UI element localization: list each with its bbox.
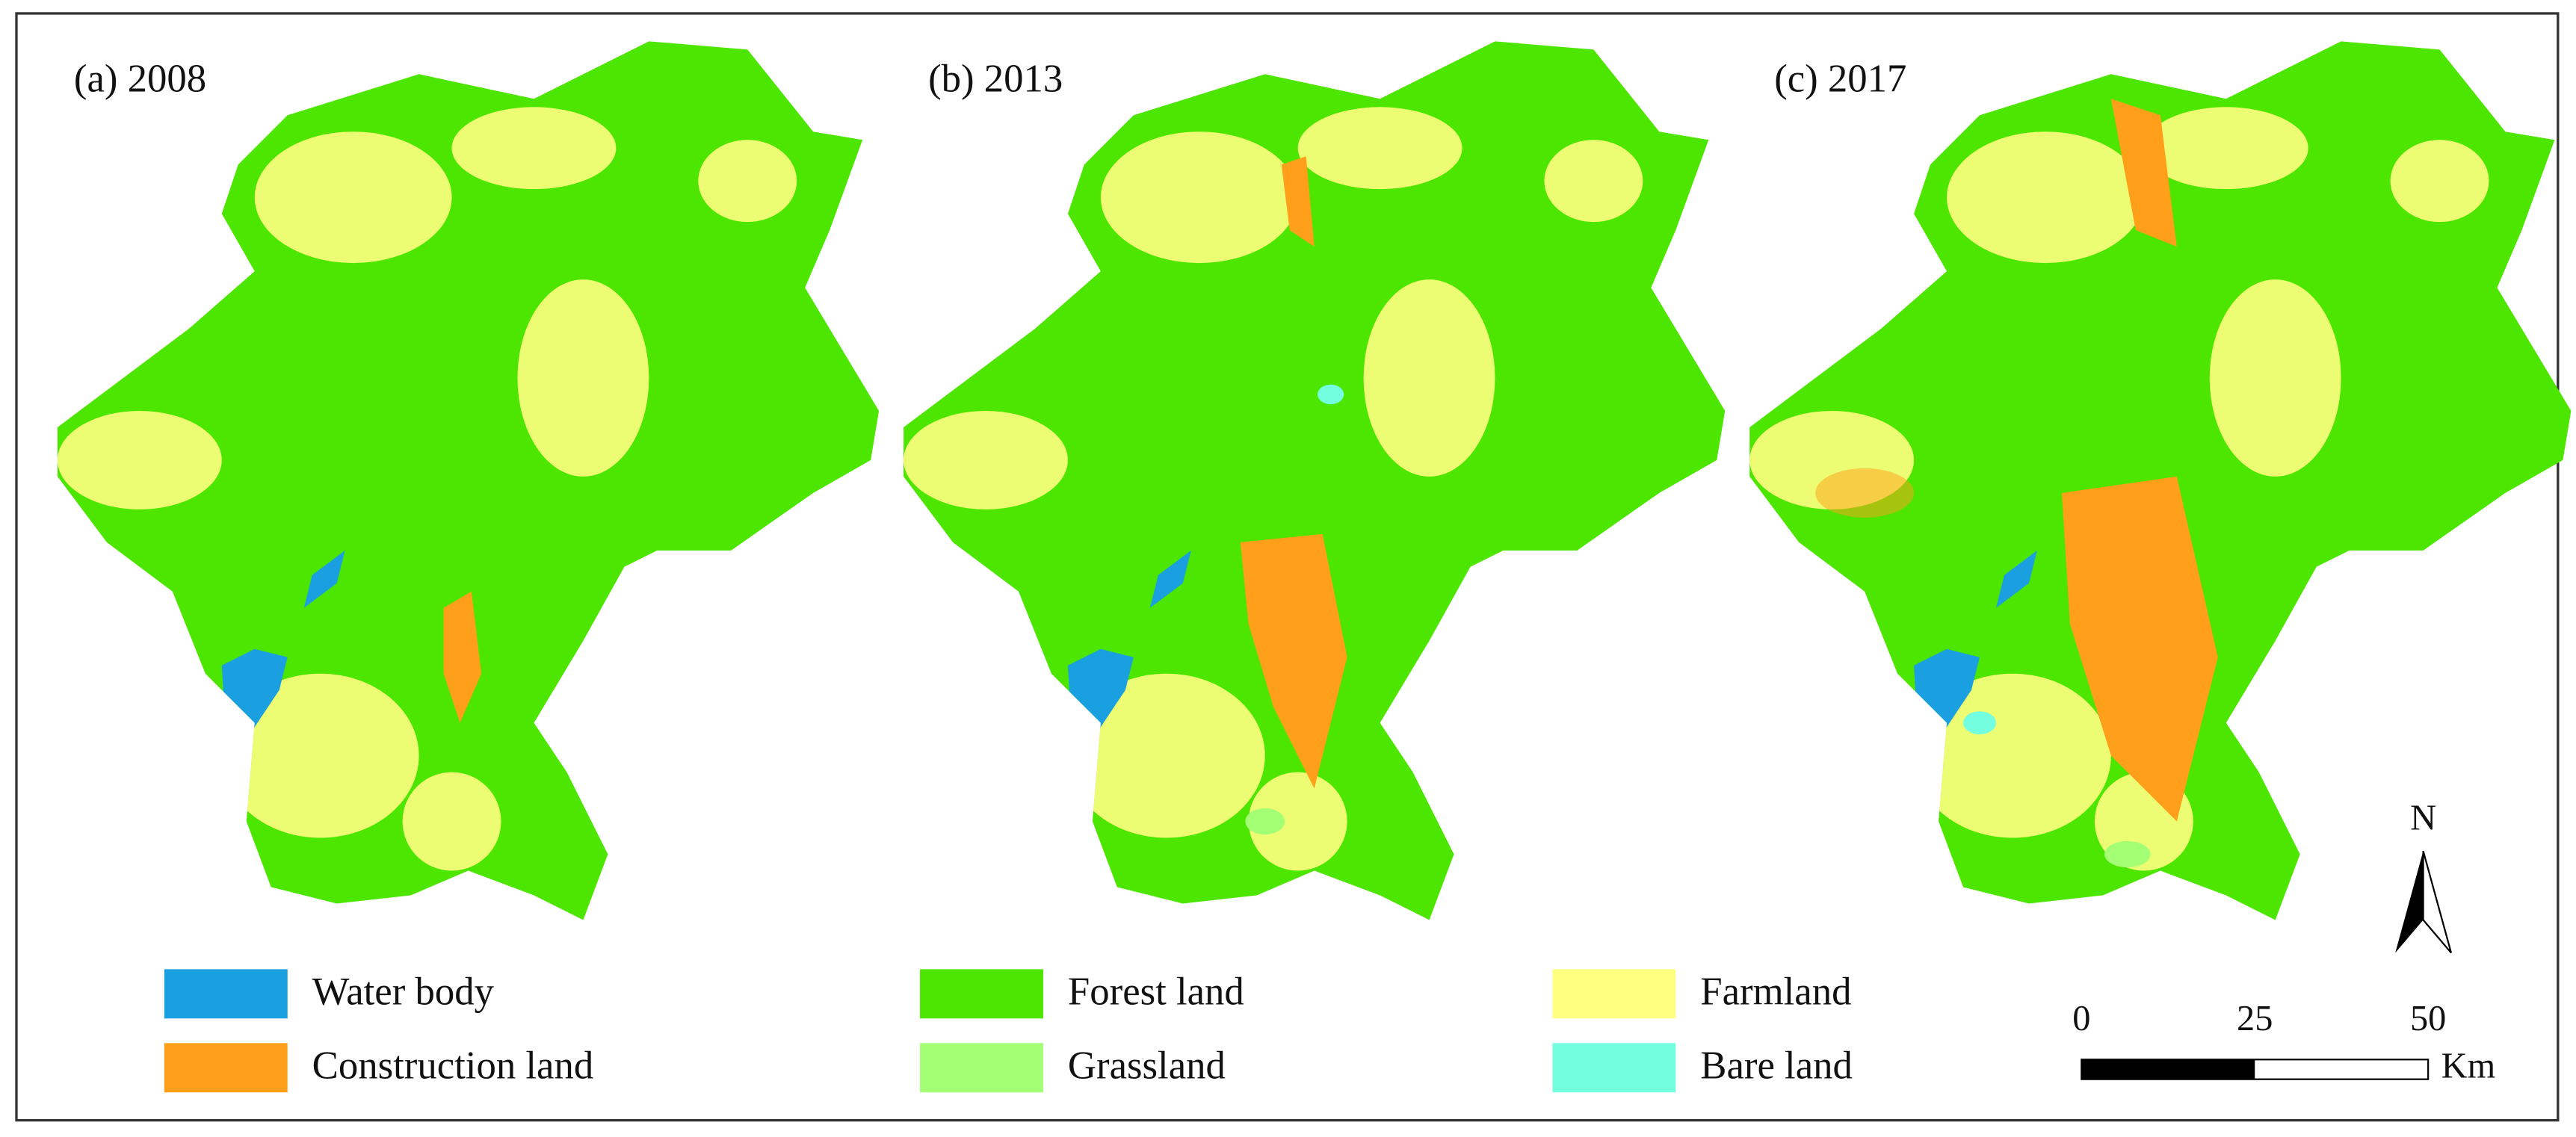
legend-swatch: [920, 1043, 1043, 1093]
scale-bar: 0 25 50 Km: [2072, 999, 2495, 1086]
arrow-right: [2422, 850, 2452, 954]
legend-label: Construction land: [312, 1044, 594, 1088]
panel-label: (b) 2013: [928, 57, 1063, 100]
legend-swatch: [1552, 969, 1676, 1019]
legend-label: Forest land: [1068, 970, 1244, 1014]
scale-unit: Km: [2441, 1047, 2496, 1086]
arrow-left: [2395, 851, 2424, 953]
panel-label: (c) 2017: [1774, 57, 1906, 100]
legend-swatch: [164, 1043, 288, 1093]
legend-label: Bare land: [1700, 1044, 1853, 1088]
north-arrow: N: [2395, 799, 2452, 954]
frame: [15, 12, 2560, 1122]
legend-swatch: [164, 969, 288, 1019]
map-2017: [1749, 41, 2571, 920]
north-label: N: [2410, 799, 2436, 838]
legend-label: Farmland: [1700, 970, 1851, 1014]
scale-tick-label: 50: [2410, 999, 2446, 1038]
scale-fill: [2081, 1059, 2255, 1079]
legend-swatch: [920, 969, 1043, 1019]
legend-label: Grassland: [1068, 1044, 1226, 1088]
scale-tick-label: 0: [2072, 999, 2090, 1038]
map-2008: [58, 41, 879, 920]
legend: Water body Construction land Forest land Gr…: [164, 969, 1853, 1093]
panel-label: (a) 2008: [74, 57, 206, 100]
legend-label: Water body: [312, 970, 495, 1014]
map-2013: [904, 41, 1725, 920]
legend-swatch: [1552, 1043, 1676, 1093]
scale-tick-label: 25: [2237, 999, 2273, 1038]
